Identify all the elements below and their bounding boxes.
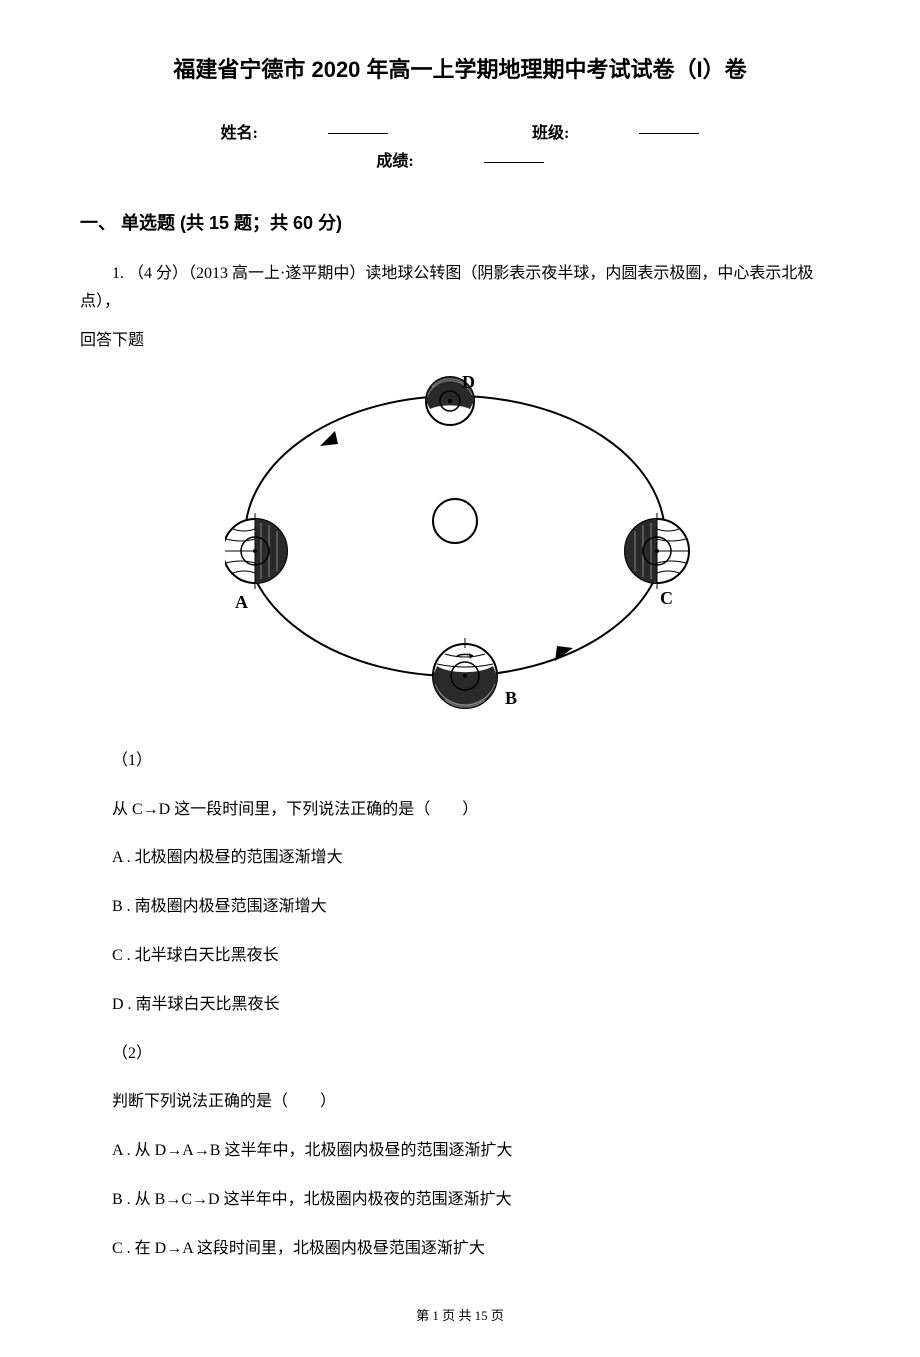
score-field: 成绩: (341, 148, 578, 177)
q1-sub2-option-b: B . 从 B→C→D 这半年中，北极圈内极夜的范围逐渐扩大 (80, 1186, 840, 1215)
q1-sub2-option-a: A . 从 D→A→B 这半年中，北极圈内极昼的范围逐渐扩大 (80, 1137, 840, 1166)
student-info-row: 姓名: 班级: 成绩: (80, 120, 840, 178)
earth-position-a (225, 513, 287, 589)
name-label: 姓名: (221, 120, 258, 149)
orbit-diagram-container: A B (80, 376, 840, 722)
name-blank (328, 133, 388, 134)
section-header: 一、 单选题 (共 15 题；共 60 分) (80, 207, 840, 239)
sub-question-1-number: （1） (80, 747, 840, 776)
class-field: 班级: (497, 120, 734, 149)
class-blank (639, 133, 699, 134)
question-1-stem-line1: 1. （4 分）（2013 高一上·遂平期中）读地球公转图（阴影表示夜半球，内圆… (80, 260, 840, 318)
score-label: 成绩: (376, 148, 413, 177)
label-b: B (505, 688, 517, 708)
label-d: D (462, 376, 475, 392)
q1-sub2-option-c: C . 在 D→A 这段时间里，北极圈内极昼范围逐渐扩大 (80, 1235, 840, 1264)
sub-question-2-text: 判断下列说法正确的是（ ） (80, 1088, 840, 1117)
earth-position-b (433, 638, 497, 708)
earth-position-c (625, 513, 689, 589)
sun-circle (433, 499, 477, 543)
name-field: 姓名: (186, 120, 423, 149)
sub-question-2-number: （2） (80, 1040, 840, 1069)
q1-sub1-option-b: B . 南极圈内极昼范围逐渐增大 (80, 893, 840, 922)
page-footer: 第 1 页 共 15 页 (80, 1304, 840, 1327)
question-1-stem-line2: 回答下题 (80, 327, 840, 356)
exam-title: 福建省宁德市 2020 年高一上学期地理期中考试试卷（I）卷 (80, 50, 840, 90)
class-label: 班级: (532, 120, 569, 149)
sub-question-1-text: 从 C→D 这一段时间里，下列说法正确的是（ ） (80, 796, 840, 825)
score-blank (484, 162, 544, 163)
orbit-arrow-1 (320, 431, 338, 446)
q1-sub1-option-a: A . 北极圈内极昼的范围逐渐增大 (80, 844, 840, 873)
q1-sub1-option-d: D . 南半球白天比黑夜长 (80, 991, 840, 1020)
earth-orbit-diagram: A B (225, 376, 695, 711)
q1-sub1-option-c: C . 北半球白天比黑夜长 (80, 942, 840, 971)
label-a: A (235, 592, 248, 612)
label-c: C (660, 588, 673, 608)
orbit-ellipse (245, 396, 665, 676)
